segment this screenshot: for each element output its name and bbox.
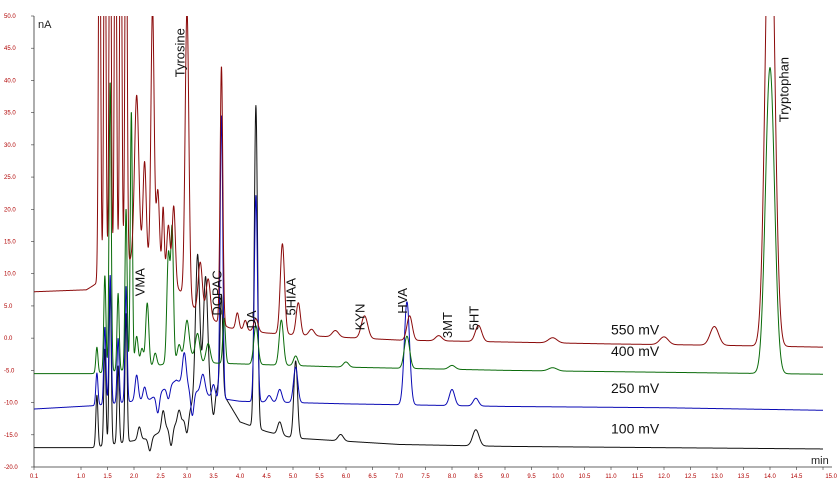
peak-label: KYN [353,304,368,331]
x-tick-label: 9.0 [501,474,510,480]
x-tick-label: 13.0 [711,474,723,480]
series-label: 550 mV [611,321,660,337]
y-tick-label: 10.0 [4,272,16,278]
x-tick-label: 14.5 [791,474,803,480]
x-tick-label: 11.0 [605,474,617,480]
series-line-400-mV [34,67,824,375]
x-tick-label: 0.1 [30,474,39,480]
x-tick-label: 3.0 [183,474,192,480]
peak-label: 5HT [467,306,482,331]
x-tick-label: 2.0 [130,474,139,480]
y-tick-label: 25.0 [4,175,16,181]
x-axis: 0.1 1.0 1.5 2.0 2.5 3.0 3.5 4.0 4.5 5.0 5.5 6.0 6.5 7… [30,467,838,480]
x-tick-label: 8.5 [474,474,483,480]
series-line-100-mV [34,105,824,452]
series-line-250-mV [34,115,824,416]
x-tick-label: 15.0 [825,474,837,480]
x-tick-label: 7.0 [395,474,404,480]
x-tick-label: 11.5 [632,474,644,480]
y-tick-label: 40.0 [4,78,16,84]
x-axis-label: min [811,455,829,467]
x-tick-label: 12.0 [658,474,670,480]
x-tick-label: 2.5 [156,474,165,480]
x-tick-label: 6.0 [342,474,351,480]
peak-labels: VMA Tyrosine DOPAC DA 5HIAA KYN HVA 3MT 5HT Trypt… [133,28,792,338]
y-tick-label: 0.0 [4,336,13,342]
y-tick-label: 35.0 [4,111,16,117]
x-tick-label: 7.5 [421,474,430,480]
y-tick-label: -10.0 [4,401,18,407]
y-tick-label: -20.0 [4,465,18,471]
y-tick-label: 20.0 [4,207,16,213]
x-tick-label: 8.0 [448,474,457,480]
series-label: 100 mV [611,420,660,436]
peak-label: DA [244,310,259,328]
y-axis-label: nA [38,19,52,31]
x-tick-label: 1.0 [77,474,86,480]
peak-label: VMA [133,268,148,297]
x-tick-label: 4.5 [262,474,271,480]
x-tick-label: 4.0 [236,474,245,480]
peak-label: Tryptophan [777,57,792,122]
x-tick-label: 12.5 [685,474,697,480]
x-tick-label: 6.5 [368,474,377,480]
peak-label: Tyrosine [172,28,187,77]
x-tick-label: 9.5 [527,474,536,480]
x-tick-label: 5.0 [289,474,298,480]
x-tick-label: 1.5 [103,474,112,480]
peak-label: 5HIAA [284,278,299,316]
x-tick-label: 5.5 [315,474,324,480]
series-label: 250 mV [611,380,660,396]
peak-label: 3MT [440,312,455,338]
series-labels: 550 mV 400 mV 250 mV 100 mV [611,321,660,436]
x-tick-label: 10.0 [552,474,564,480]
series-label: 400 mV [611,343,660,359]
peak-label: HVA [395,288,410,314]
x-tick-label: 13.5 [738,474,750,480]
x-tick-label: 10.5 [579,474,591,480]
peak-label: DOPAC [209,270,224,315]
y-tick-label: -5.0 [4,368,15,374]
y-tick-label: 5.0 [4,304,13,310]
y-tick-label: 50.0 [4,14,16,20]
y-tick-label: 45.0 [4,46,16,52]
x-tick-label: 14.0 [764,474,776,480]
y-tick-label: -15.0 [4,433,18,439]
x-tick-label: 3.5 [209,474,218,480]
plot-area [34,16,824,452]
y-tick-label: 15.0 [4,240,16,246]
y-axis: 50.0 45.0 40.0 35.0 30.0 25.0 20.0 15.0 10.0 5.0 0… [4,14,34,471]
y-tick-label: 30.0 [4,143,16,149]
series-line-550-mV [34,16,824,348]
